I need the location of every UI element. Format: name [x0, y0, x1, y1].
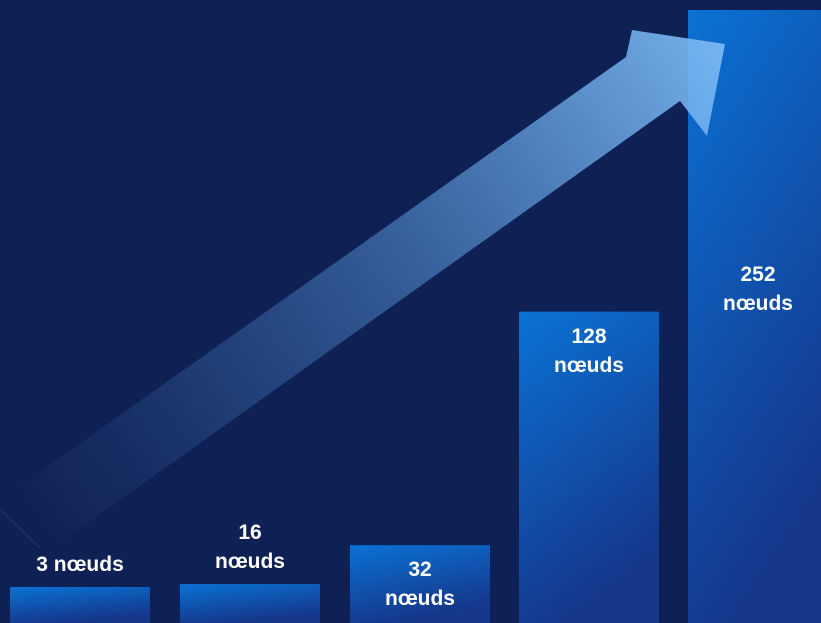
data-label-line: 16 — [238, 521, 262, 545]
data-label-line: nœuds — [385, 587, 455, 611]
data-label-line: 3 nœuds — [36, 553, 124, 576]
data-label-128: 128 nœuds — [519, 322, 659, 380]
data-label-252: 252 nœuds — [688, 260, 821, 318]
data-label-line: 128 — [571, 324, 607, 348]
bars — [10, 10, 821, 623]
data-label-line: nœuds — [554, 353, 624, 377]
data-label-16: 16 nœuds — [180, 518, 320, 576]
data-label-line: 32 — [408, 558, 432, 582]
data-label-line: 252 — [740, 263, 776, 286]
bar-128 — [519, 311, 659, 623]
data-label-32: 32 nœuds — [350, 555, 490, 613]
data-label-line: nœuds — [723, 292, 793, 315]
growth-arrow — [0, 30, 725, 540]
data-label-3: 3 nœuds — [10, 550, 150, 579]
bar-3 — [10, 587, 150, 623]
data-label-line: nœuds — [215, 550, 285, 574]
bar-32 — [350, 545, 490, 623]
arrow-tail-line — [0, 508, 41, 549]
bar-16 — [180, 584, 320, 623]
